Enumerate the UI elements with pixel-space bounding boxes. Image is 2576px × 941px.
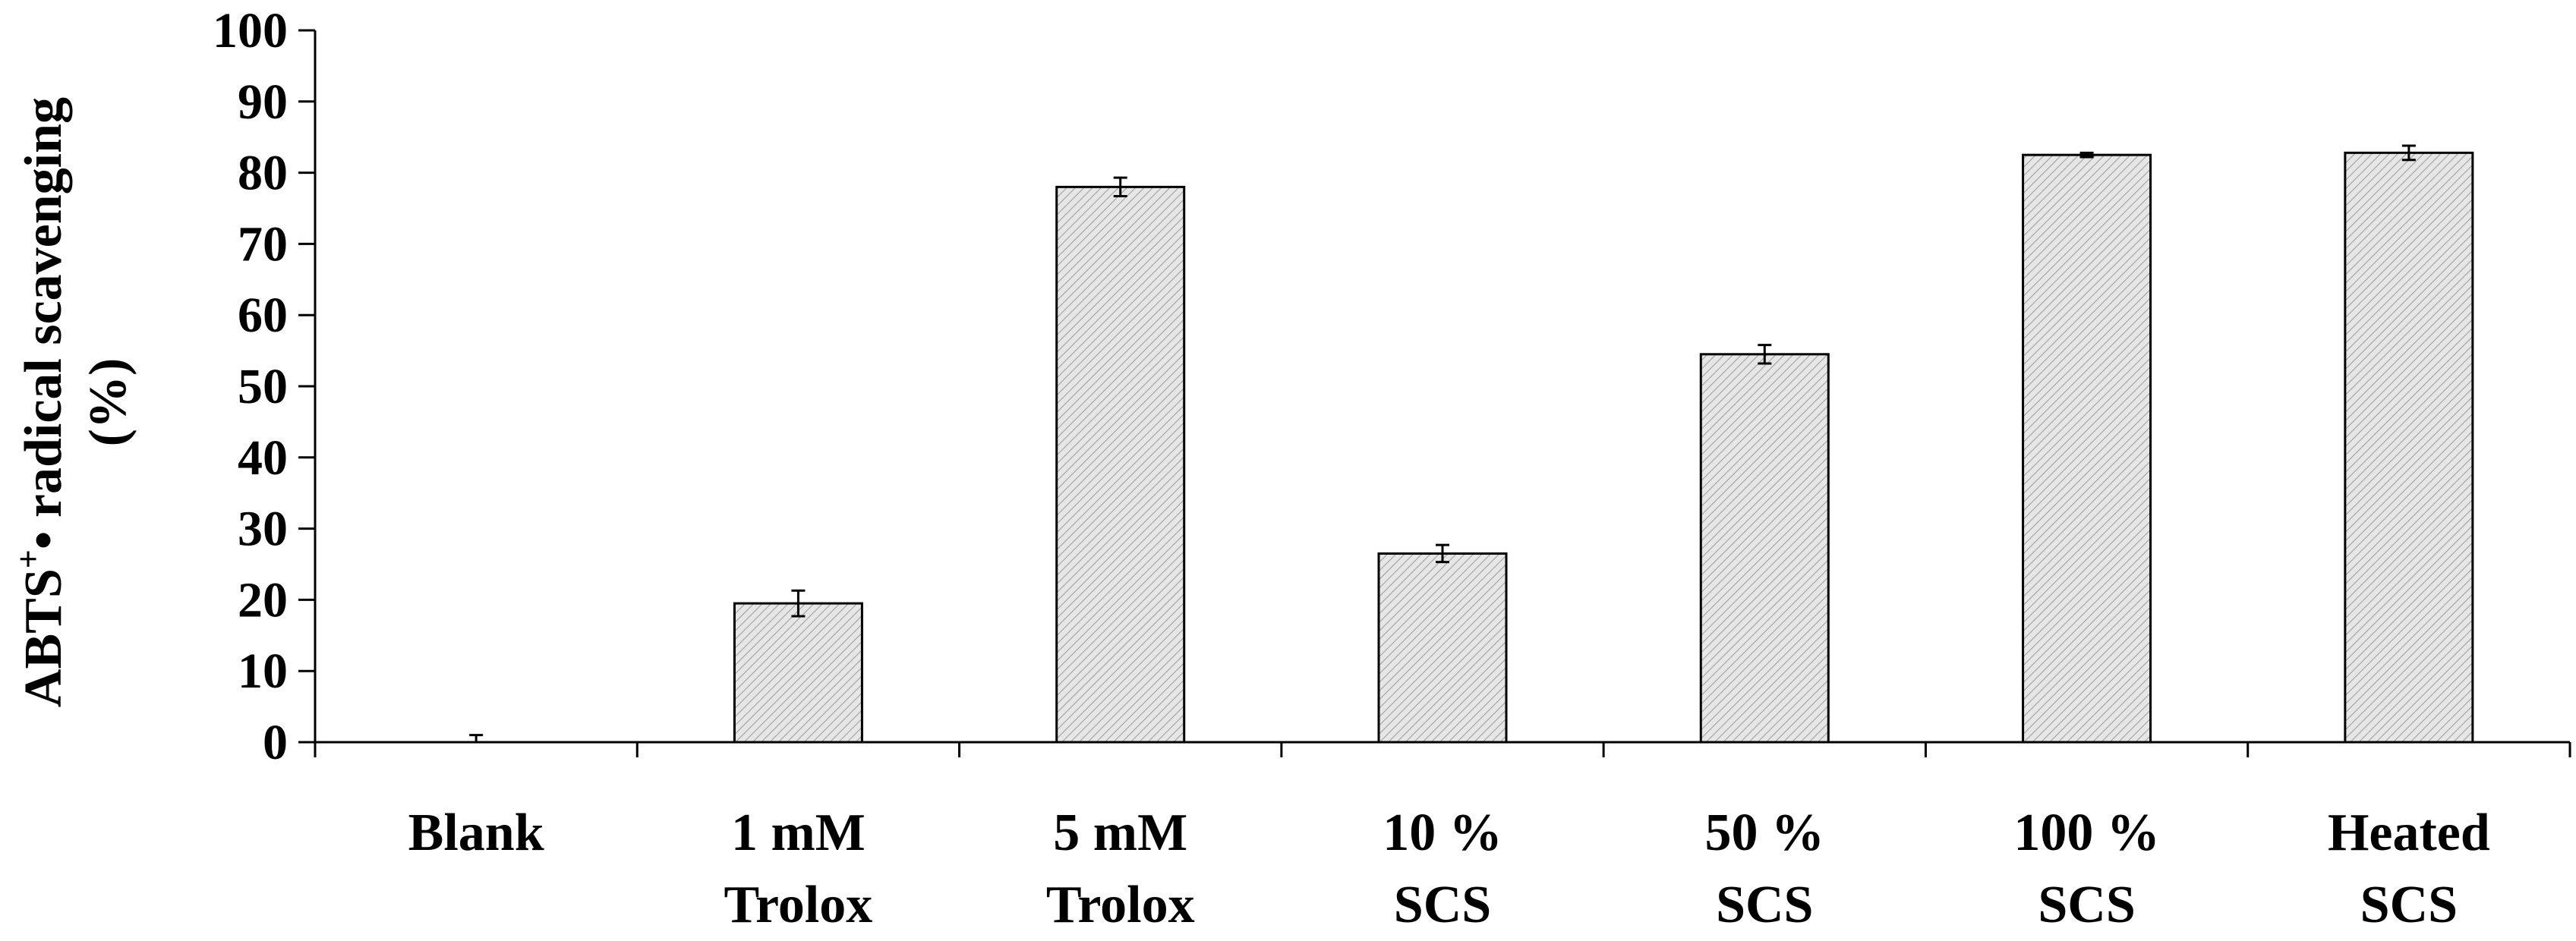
y-axis-title-line2: (%) [79, 358, 137, 447]
y-tick-label: 40 [238, 430, 288, 486]
category-label-line2: SCS [2038, 876, 2135, 934]
category-label-line2: Trolox [724, 876, 873, 934]
y-axis-title-superscript: + [10, 549, 47, 568]
bar [2344, 151, 2474, 744]
category-label-line2: SCS [1716, 876, 1813, 934]
bar [2022, 153, 2152, 744]
category-label-line1: 100 % [2013, 804, 2160, 862]
category-label-line1: Heated [2328, 804, 2490, 862]
category-label-line2: SCS [1394, 876, 1491, 934]
bar [1377, 552, 1508, 744]
category-label-line1: Blank [408, 804, 544, 862]
category-label-line1: 1 mM [731, 804, 865, 862]
y-axis-title-suffix: • radical scavenging [14, 97, 73, 549]
y-tick-label: 30 [238, 502, 288, 557]
bar [1699, 353, 1830, 744]
y-tick-label: 10 [238, 644, 288, 699]
y-tick-label: 0 [263, 715, 288, 770]
y-tick-label: 100 [213, 3, 288, 58]
category-label-line1: 50 % [1705, 804, 1825, 862]
category-label-line1: 5 mM [1053, 804, 1187, 862]
y-axis-title-prefix: ABTS [14, 568, 73, 707]
y-tick-label: 50 [238, 359, 288, 414]
y-tick-label: 80 [238, 146, 288, 201]
category-labels: Blank 1 mM Trolox 5 mM Trolox 10 % SCS 50 % SCS 1… [408, 804, 2490, 934]
y-tick-label: 20 [238, 572, 288, 628]
category-label-line2: Trolox [1046, 876, 1195, 934]
bar-series [733, 151, 2474, 744]
y-tick-label: 90 [238, 74, 288, 130]
bar [733, 602, 863, 744]
y-tick-label: 60 [238, 288, 288, 343]
category-label-line2: SCS [2360, 876, 2458, 934]
y-axis-ticks: 0 10 20 30 40 50 60 70 80 90 100 [213, 3, 315, 770]
y-axis-title: ABTS+• radical scavenging (%) [10, 97, 137, 707]
y-axis-title-line1: ABTS+• radical scavenging [10, 97, 73, 707]
category-label-line1: 10 % [1383, 804, 1502, 862]
bar [1055, 185, 1186, 744]
y-tick-label: 70 [238, 216, 288, 272]
x-axis-ticks [314, 742, 2571, 757]
